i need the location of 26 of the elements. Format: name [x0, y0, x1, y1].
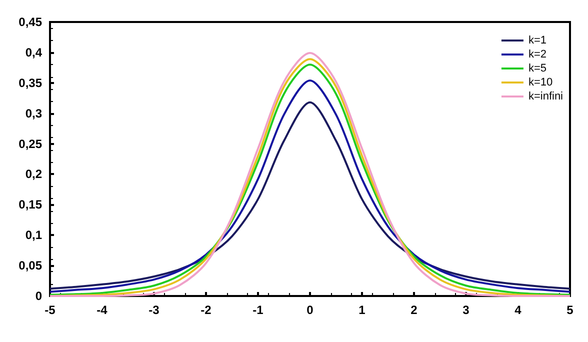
legend-label: k=1 [528, 34, 546, 46]
y-tick-label: 0,05 [18, 258, 42, 273]
legend-label: k=5 [528, 62, 546, 74]
y-tick-label: 0,2 [25, 167, 42, 182]
y-tick-label: 0,4 [25, 45, 42, 60]
x-tick-label: 3 [462, 303, 470, 317]
y-tick-label: 0,45 [18, 15, 42, 29]
x-tick-label: -5 [44, 303, 56, 317]
y-tick-label: 0,25 [18, 136, 42, 151]
x-tick-label: 2 [410, 303, 418, 317]
x-tick-label: -2 [200, 303, 212, 317]
y-tick-label: 0,1 [25, 228, 42, 242]
x-tick-label: -1 [252, 303, 264, 317]
legend-label: k=infini [528, 90, 563, 102]
legend-label: k=10 [528, 76, 553, 88]
y-tick-label: 0,35 [18, 76, 42, 90]
x-tick-label: 4 [514, 303, 522, 317]
x-tick-label: 0 [306, 303, 314, 317]
legend-label: k=2 [528, 48, 546, 60]
x-tick-label: 5 [566, 303, 574, 317]
x-tick-label: -4 [96, 303, 108, 317]
x-tick-label: 1 [358, 303, 366, 317]
y-tick-label: 0,15 [18, 198, 42, 212]
y-tick-label: 0 [35, 289, 42, 303]
x-tick-label: -3 [148, 303, 160, 317]
y-tick-label: 0,3 [25, 106, 42, 120]
